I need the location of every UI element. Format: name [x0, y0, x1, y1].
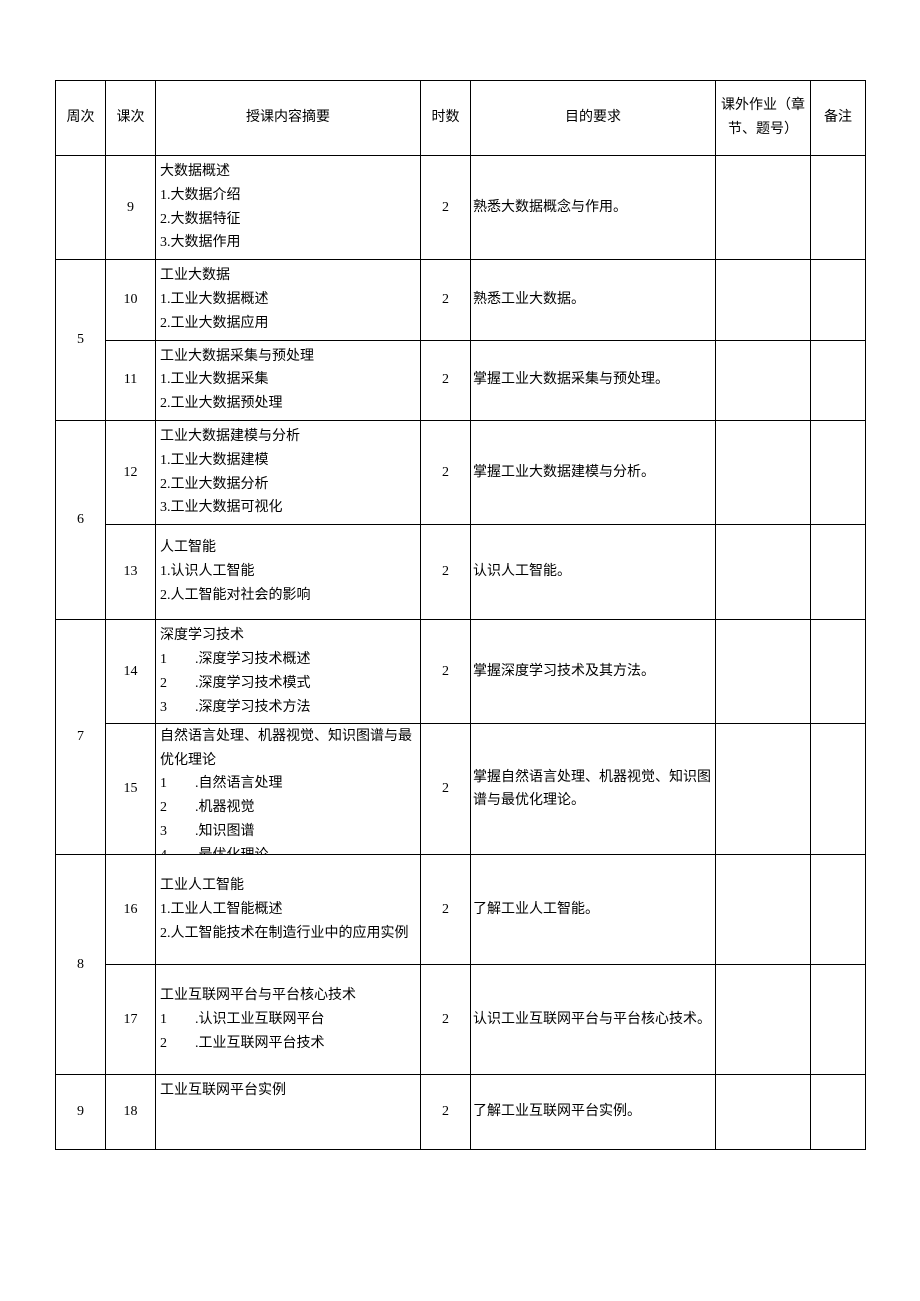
header-hours: 时数 [421, 81, 471, 156]
header-week: 周次 [56, 81, 106, 156]
cell-hours: 2 [421, 724, 471, 855]
cell-remark [811, 260, 866, 340]
cell-objective: 认识人工智能。 [471, 525, 716, 620]
cell-homework [716, 525, 811, 620]
table-row: 13人工智能 1.认识人工智能 2.人工智能对社会的影响2认识人工智能。 [56, 525, 866, 620]
cell-lesson: 11 [106, 340, 156, 420]
course-schedule-table: 周次 课次 授课内容摘要 时数 目的要求 课外作业（章节、题号） 备注 9大数据… [55, 80, 866, 1150]
table-row: 510工业大数据 1.工业大数据概述 2.工业大数据应用2熟悉工业大数据。 [56, 260, 866, 340]
cell-hours: 2 [421, 855, 471, 965]
cell-objective: 掌握自然语言处理、机器视觉、知识图谱与最优化理论。 [471, 724, 716, 855]
cell-content: 工业人工智能 1.工业人工智能概述 2.人工智能技术在制造行业中的应用实例 [156, 855, 421, 965]
cell-objective: 熟悉工业大数据。 [471, 260, 716, 340]
table-row: 918工业互联网平台实例2了解工业互联网平台实例。 [56, 1075, 866, 1150]
header-content: 授课内容摘要 [156, 81, 421, 156]
cell-hours: 2 [421, 340, 471, 420]
header-remark: 备注 [811, 81, 866, 156]
cell-content: 人工智能 1.认识人工智能 2.人工智能对社会的影响 [156, 525, 421, 620]
cell-lesson: 16 [106, 855, 156, 965]
table-row: 612工业大数据建模与分析 1.工业大数据建模 2.工业大数据分析 3.工业大数… [56, 420, 866, 524]
cell-hours: 2 [421, 260, 471, 340]
cell-homework [716, 260, 811, 340]
cell-objective: 熟悉大数据概念与作用。 [471, 156, 716, 260]
cell-remark [811, 724, 866, 855]
cell-hours: 2 [421, 965, 471, 1075]
cell-content: 深度学习技术 1 .深度学习技术概述 2 .深度学习技术模式 3 .深度学习技术… [156, 620, 421, 724]
table-header-row: 周次 课次 授课内容摘要 时数 目的要求 课外作业（章节、题号） 备注 [56, 81, 866, 156]
cell-homework [716, 1075, 811, 1150]
cell-objective: 认识工业互联网平台与平台核心技术。 [471, 965, 716, 1075]
cell-homework [716, 156, 811, 260]
cell-content: 自然语言处理、机器视觉、知识图谱与最优化理论 1 .自然语言处理 2 .机器视觉… [156, 724, 421, 855]
cell-hours: 2 [421, 1075, 471, 1150]
cell-hours: 2 [421, 620, 471, 724]
cell-objective: 了解工业人工智能。 [471, 855, 716, 965]
cell-week: 5 [56, 260, 106, 421]
cell-lesson: 18 [106, 1075, 156, 1150]
cell-lesson: 15 [106, 724, 156, 855]
cell-content: 工业大数据采集与预处理 1.工业大数据采集 2.工业大数据预处理 [156, 340, 421, 420]
table-row: 11工业大数据采集与预处理 1.工业大数据采集 2.工业大数据预处理2掌握工业大… [56, 340, 866, 420]
cell-lesson: 10 [106, 260, 156, 340]
cell-remark [811, 855, 866, 965]
header-homework: 课外作业（章节、题号） [716, 81, 811, 156]
cell-lesson: 13 [106, 525, 156, 620]
cell-content: 大数据概述 1.大数据介绍 2.大数据特征 3.大数据作用 [156, 156, 421, 260]
cell-lesson: 9 [106, 156, 156, 260]
table-row: 15自然语言处理、机器视觉、知识图谱与最优化理论 1 .自然语言处理 2 .机器… [56, 724, 866, 855]
cell-remark [811, 156, 866, 260]
cell-remark [811, 340, 866, 420]
cell-week: 9 [56, 1075, 106, 1150]
cell-objective: 掌握工业大数据采集与预处理。 [471, 340, 716, 420]
header-objective: 目的要求 [471, 81, 716, 156]
cell-week: 6 [56, 420, 106, 619]
cell-content: 工业互联网平台实例 [156, 1075, 421, 1150]
cell-hours: 2 [421, 420, 471, 524]
cell-week: 8 [56, 855, 106, 1075]
cell-objective: 了解工业互联网平台实例。 [471, 1075, 716, 1150]
cell-remark [811, 525, 866, 620]
cell-homework [716, 724, 811, 855]
cell-homework [716, 965, 811, 1075]
cell-week: 7 [56, 620, 106, 855]
cell-content: 工业大数据 1.工业大数据概述 2.工业大数据应用 [156, 260, 421, 340]
cell-remark [811, 1075, 866, 1150]
cell-remark [811, 620, 866, 724]
cell-lesson: 12 [106, 420, 156, 524]
cell-homework [716, 340, 811, 420]
table-row: 714深度学习技术 1 .深度学习技术概述 2 .深度学习技术模式 3 .深度学… [56, 620, 866, 724]
cell-remark [811, 420, 866, 524]
cell-remark [811, 965, 866, 1075]
table-row: 816工业人工智能 1.工业人工智能概述 2.人工智能技术在制造行业中的应用实例… [56, 855, 866, 965]
cell-homework [716, 620, 811, 724]
table-body: 9大数据概述 1.大数据介绍 2.大数据特征 3.大数据作用2熟悉大数据概念与作… [56, 156, 866, 1150]
cell-content: 工业大数据建模与分析 1.工业大数据建模 2.工业大数据分析 3.工业大数据可视… [156, 420, 421, 524]
table-row: 9大数据概述 1.大数据介绍 2.大数据特征 3.大数据作用2熟悉大数据概念与作… [56, 156, 866, 260]
cell-homework [716, 420, 811, 524]
cell-lesson: 14 [106, 620, 156, 724]
cell-lesson: 17 [106, 965, 156, 1075]
cell-week [56, 156, 106, 260]
cell-hours: 2 [421, 156, 471, 260]
cell-hours: 2 [421, 525, 471, 620]
header-lesson: 课次 [106, 81, 156, 156]
cell-objective: 掌握工业大数据建模与分析。 [471, 420, 716, 524]
table-row: 17工业互联网平台与平台核心技术 1 .认识工业互联网平台 2 .工业互联网平台… [56, 965, 866, 1075]
cell-objective: 掌握深度学习技术及其方法。 [471, 620, 716, 724]
cell-homework [716, 855, 811, 965]
cell-content: 工业互联网平台与平台核心技术 1 .认识工业互联网平台 2 .工业互联网平台技术 [156, 965, 421, 1075]
